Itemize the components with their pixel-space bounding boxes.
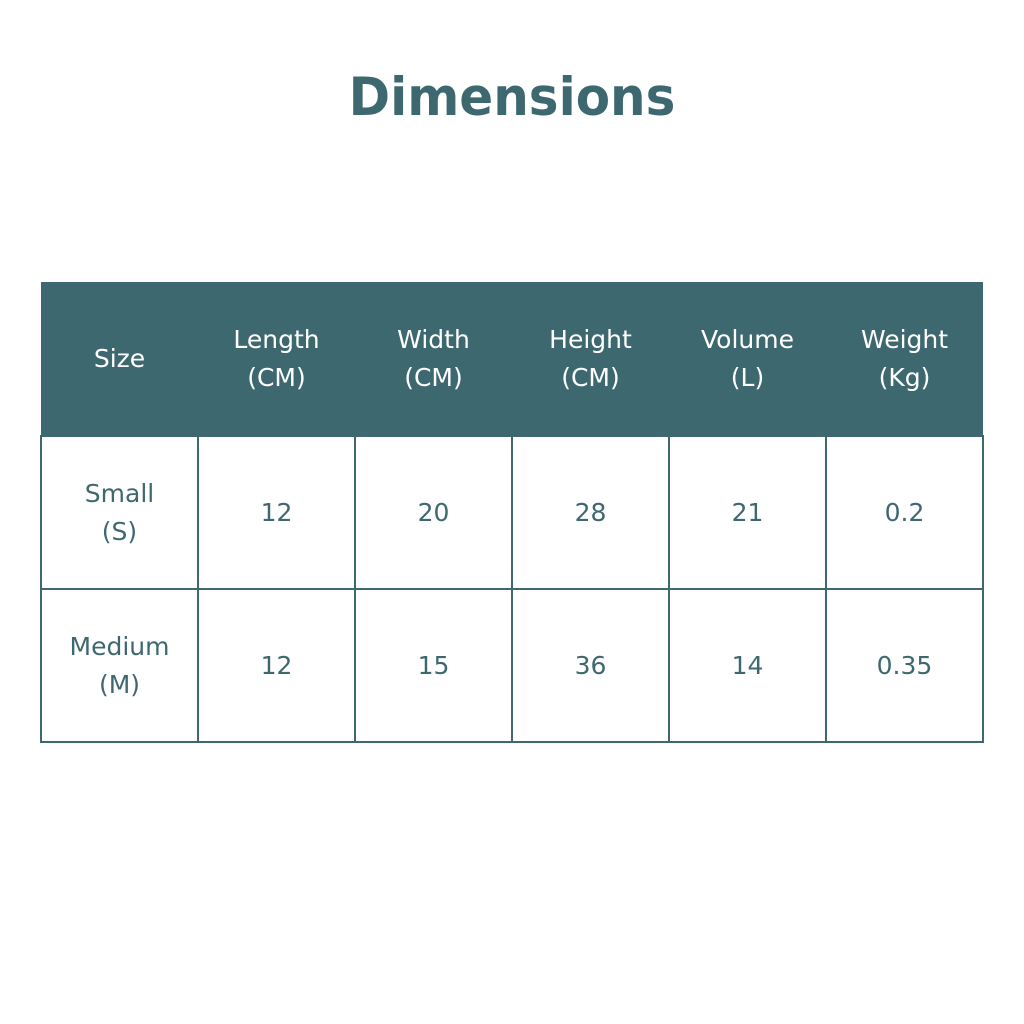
header-label: Size — [93, 343, 146, 373]
cell-length: 12 — [197, 588, 356, 743]
header-height: Height (CM) — [512, 282, 669, 436]
header-unit: (CM) — [561, 362, 620, 392]
page-title: Dimensions — [348, 66, 676, 128]
cell-height: 36 — [511, 588, 670, 743]
cell-width: 15 — [354, 588, 513, 743]
size-code: (S) — [101, 516, 138, 546]
header-unit: (L) — [730, 362, 765, 392]
dimensions-table: Size Length (CM) Width (CM) Height (CM) Vol… — [40, 282, 984, 743]
cell-width: 20 — [354, 435, 513, 590]
cell-weight: 0.2 — [825, 435, 984, 590]
header-length: Length (CM) — [198, 282, 355, 436]
cell-weight: 0.35 — [825, 588, 984, 743]
size-label: Medium — [69, 631, 170, 661]
cell-height: 28 — [511, 435, 670, 590]
header-label: Volume — [701, 324, 794, 354]
header-unit: (CM) — [247, 362, 306, 392]
header-label: Weight — [860, 324, 949, 354]
table-row-medium: Medium (M) 12 15 36 14 0.35 — [40, 588, 984, 743]
header-width: Width (CM) — [355, 282, 512, 436]
header-unit: (Kg) — [878, 362, 931, 392]
header-label: Height — [549, 324, 632, 354]
size-label: Small — [84, 478, 155, 508]
cell-size: Medium (M) — [40, 588, 199, 743]
cell-volume: 21 — [668, 435, 827, 590]
header-label: Length — [233, 324, 320, 354]
header-unit: (CM) — [404, 362, 463, 392]
table-row-small: Small (S) 12 20 28 21 0.2 — [40, 435, 984, 590]
cell-size: Small (S) — [40, 435, 199, 590]
header-weight: Weight (Kg) — [826, 282, 983, 436]
cell-length: 12 — [197, 435, 356, 590]
header-row: Size Length (CM) Width (CM) Height (CM) Vol… — [41, 282, 983, 436]
header-size: Size — [41, 282, 198, 436]
header-label: Width — [397, 324, 470, 354]
cell-volume: 14 — [668, 588, 827, 743]
size-code: (M) — [98, 669, 141, 699]
header-volume: Volume (L) — [669, 282, 826, 436]
